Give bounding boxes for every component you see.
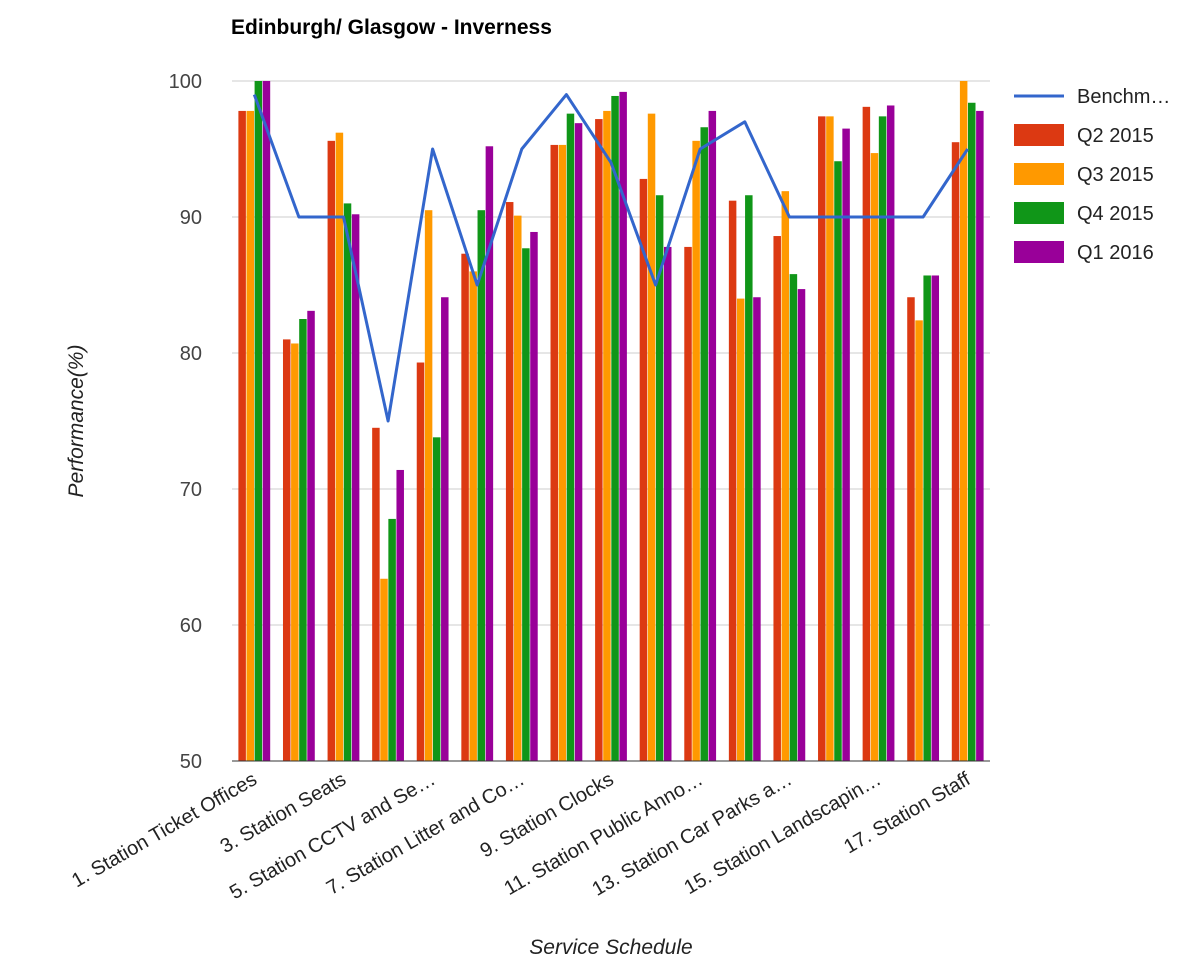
bar	[307, 310, 315, 761]
bar	[514, 215, 522, 761]
legend-label: Q3 2015	[1077, 164, 1154, 186]
legend[interactable]: Benchm… Q2 2015 Q3 2015 Q4 2015 Q1 2016	[1014, 86, 1170, 264]
bar	[826, 116, 834, 762]
bar	[789, 274, 798, 761]
bar	[878, 116, 887, 762]
bar	[396, 469, 404, 761]
legend-item-benchmark[interactable]: Benchm…	[1014, 86, 1170, 108]
bar	[550, 144, 559, 762]
bar	[351, 214, 360, 761]
legend-swatch	[1014, 124, 1064, 146]
legend-item[interactable]: Q1 2016	[1014, 241, 1154, 264]
bar	[951, 142, 960, 761]
bar	[380, 578, 388, 761]
bar	[619, 91, 627, 761]
y-tick-label: 80	[180, 343, 202, 365]
bar	[773, 236, 781, 762]
chart-title: Edinburgh/ Glasgow - Inverness	[231, 16, 552, 39]
bar	[968, 102, 976, 761]
bar	[708, 110, 717, 762]
bar	[976, 110, 984, 762]
bar	[574, 123, 583, 761]
bar	[282, 339, 291, 761]
bar	[931, 275, 940, 761]
bar	[886, 105, 895, 762]
legend-item[interactable]: Q4 2015	[1014, 202, 1154, 225]
legend-label: Q4 2015	[1077, 203, 1154, 225]
legend-item[interactable]: Q2 2015	[1014, 124, 1154, 147]
legend-label: Q1 2016	[1077, 242, 1154, 264]
benchmark-line-layer	[252, 93, 969, 423]
bar	[238, 110, 246, 762]
bar	[522, 248, 530, 761]
bar	[254, 81, 263, 761]
bar	[432, 437, 441, 761]
bar	[566, 113, 575, 761]
bar	[647, 113, 656, 761]
bar	[915, 320, 923, 761]
bar	[416, 362, 425, 761]
bar	[700, 127, 708, 762]
bar	[684, 246, 692, 762]
bar	[862, 106, 871, 762]
bar	[797, 289, 806, 761]
legend-item[interactable]: Q3 2015	[1014, 163, 1154, 186]
bar	[907, 297, 915, 761]
bar	[745, 195, 753, 762]
bars	[238, 81, 984, 762]
legend-swatch	[1014, 241, 1064, 263]
bar	[299, 319, 307, 761]
y-tick-label: 100	[169, 71, 202, 93]
bar	[663, 246, 672, 762]
bar	[753, 297, 761, 761]
y-axis-title: Performance(%)	[65, 345, 88, 498]
bar	[959, 81, 968, 761]
bar	[558, 144, 567, 762]
bar	[343, 203, 352, 761]
bar	[923, 275, 931, 761]
legend-label: Q2 2015	[1077, 125, 1154, 147]
bar	[692, 140, 700, 762]
bar	[818, 116, 826, 762]
bar	[505, 202, 514, 762]
bar	[262, 81, 271, 761]
bar	[477, 210, 486, 761]
bar	[372, 427, 380, 761]
bar	[469, 271, 477, 761]
bar	[655, 195, 664, 762]
bar	[611, 95, 619, 761]
bar	[595, 119, 603, 761]
bar	[728, 200, 737, 761]
bar	[327, 140, 336, 762]
bar	[530, 231, 538, 761]
y-tick-label: 60	[180, 615, 202, 637]
bar	[870, 153, 879, 761]
bar	[834, 161, 842, 762]
x-axis-title: Service Schedule	[529, 936, 692, 959]
legend-swatch	[1014, 202, 1064, 224]
bar	[291, 343, 299, 761]
bar	[388, 518, 396, 761]
bar	[736, 298, 745, 761]
bar	[639, 178, 648, 762]
bar	[246, 110, 254, 762]
y-tick-label: 70	[180, 479, 202, 501]
legend-swatch	[1014, 163, 1064, 185]
bar	[603, 110, 611, 762]
bar	[461, 253, 469, 761]
legend-label: Benchm…	[1077, 86, 1170, 108]
bar	[781, 191, 790, 761]
y-tick-label: 90	[180, 207, 202, 229]
bar	[485, 146, 494, 761]
y-tick-label: 50	[180, 751, 202, 773]
benchmark-line	[252, 93, 969, 423]
bar	[441, 297, 449, 761]
bar	[335, 132, 344, 761]
bar	[842, 128, 850, 762]
bar	[424, 210, 433, 761]
y-axis-ticks: 50 60 70 80 90 100	[169, 71, 202, 773]
